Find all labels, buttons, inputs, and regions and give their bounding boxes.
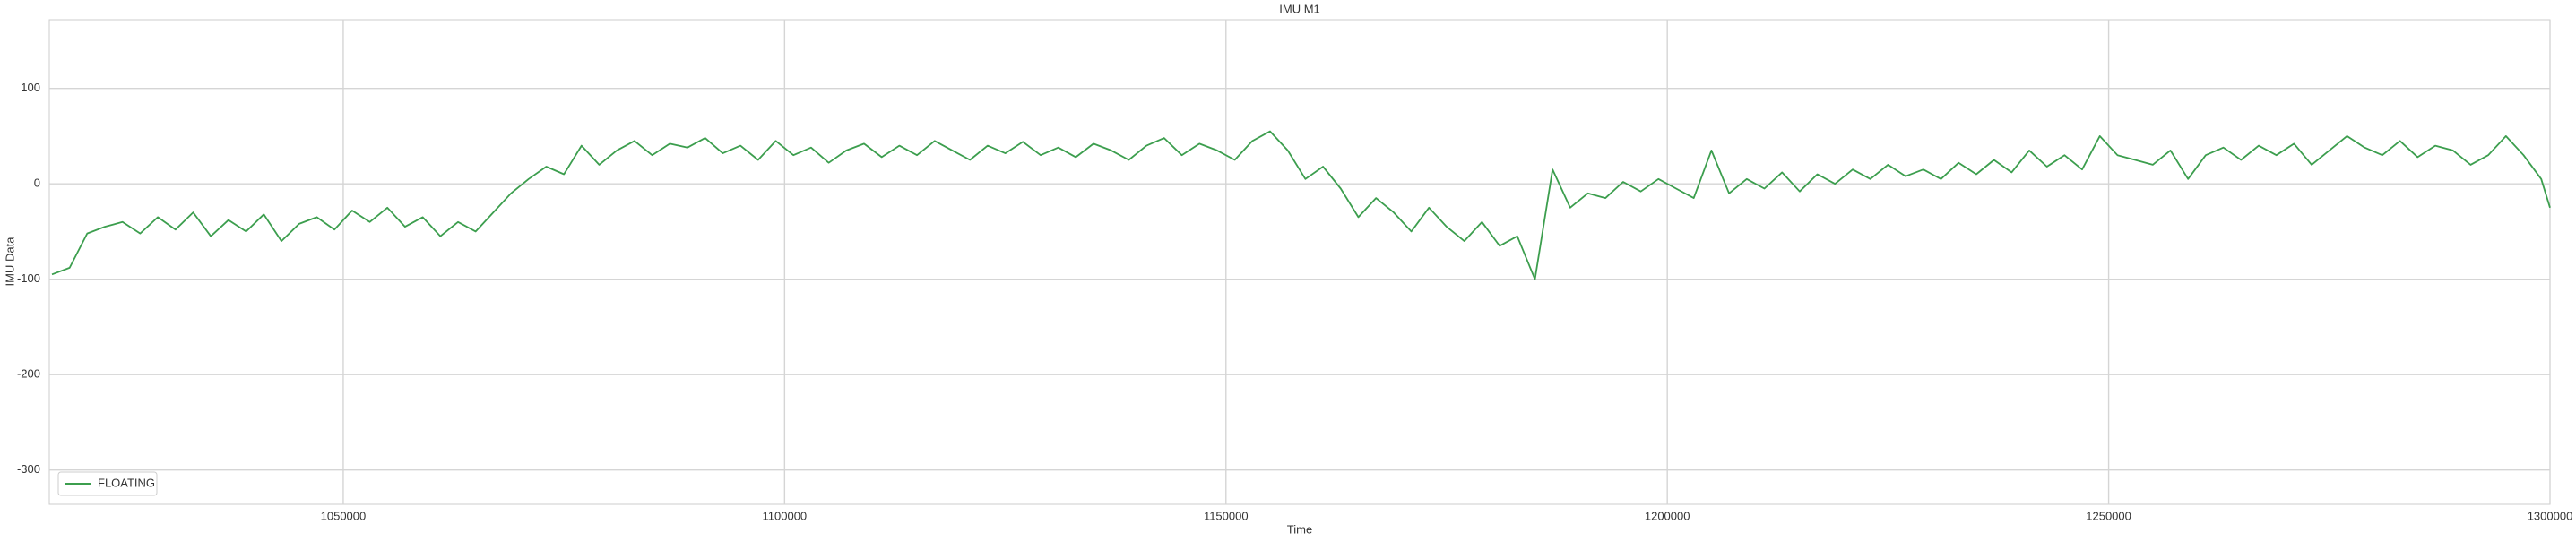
y-tick-label: 0	[34, 176, 40, 190]
x-tick-label: 1200000	[1645, 509, 1690, 522]
series-line	[51, 130, 2551, 280]
plot-area	[48, 19, 2551, 505]
x-tick-label: 1050000	[321, 509, 367, 522]
y-tick-label: -100	[17, 271, 40, 285]
x-axis-label: Time	[1287, 522, 1312, 536]
y-tick-label: -200	[17, 367, 40, 381]
x-tick-label: 1150000	[1204, 509, 1249, 522]
y-tick-label: 100	[21, 81, 40, 94]
y-tick-label: -300	[17, 462, 40, 476]
chart-title: IMU M1	[1279, 2, 1320, 15]
y-axis-label: IMU Data	[3, 237, 16, 287]
x-tick-label: 1300000	[2528, 509, 2573, 522]
x-tick-label: 1100000	[763, 509, 808, 522]
legend-box	[57, 471, 158, 496]
x-tick-label: 1250000	[2086, 509, 2131, 522]
legend-label: FLOATING	[98, 476, 155, 489]
